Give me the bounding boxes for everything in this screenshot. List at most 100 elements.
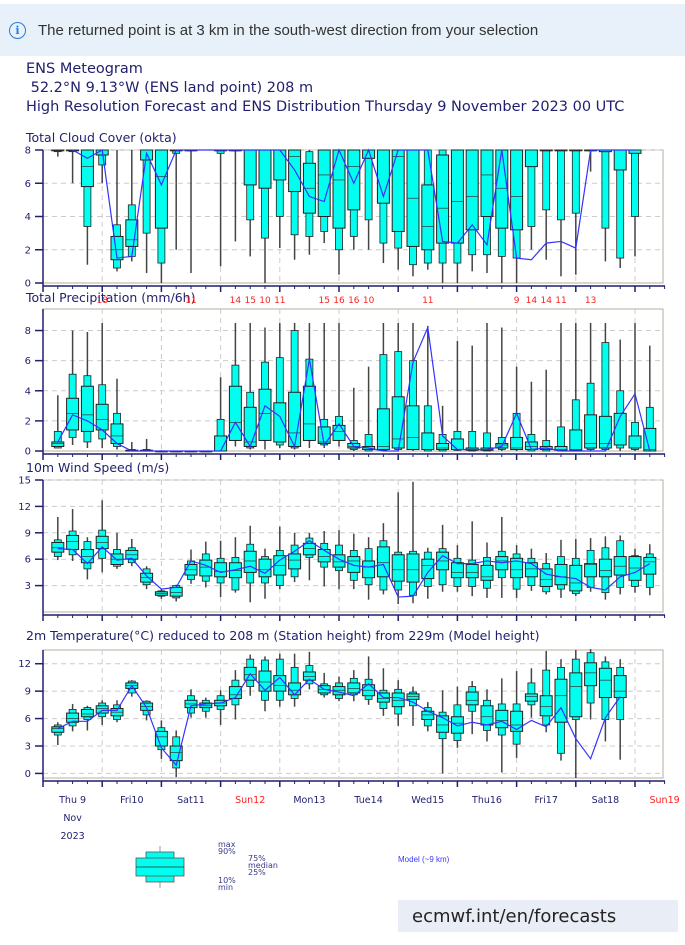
max-annotation: 15 [244,296,255,306]
box-p25-p75 [613,675,627,699]
ens-box [391,149,405,270]
ens-box [539,149,553,260]
y-tick-label: 6 [25,179,31,190]
ens-box [436,405,450,452]
max-annotation: 11 [185,296,196,306]
ens-box [140,566,154,590]
meteogram-chart: Total Cloud Cover (okta) 0 2 4 6 8 Total Preci… [18,130,679,842]
ens-box [510,366,524,451]
y-tick-label: 8 [25,326,31,337]
max-annotation: 14 [540,296,552,306]
box-p25-p75 [510,436,524,450]
ens-box [465,521,479,597]
ens-box [524,548,538,591]
ens-box [302,651,316,690]
box-p25-p75 [258,558,272,578]
box-p25-p75 [391,692,405,708]
box-p25-p75 [480,564,494,581]
box-p25-p75 [347,682,361,694]
max-annotation: 9 [514,296,520,306]
box-p25-p75 [598,558,612,578]
ens-box [450,686,464,748]
y-tick-label: 8 [25,146,31,157]
ens-box [125,680,139,697]
ens-box [214,540,228,598]
box-p25-p75 [228,385,242,441]
box-p25-p75 [569,429,583,451]
panel-title: 10m Wind Speed (m/s) [26,460,169,475]
ens-box [140,149,154,274]
ens-box [66,703,80,732]
ens-box [214,149,228,267]
meteogram-subtitle: High Resolution Forecast and ENS Distrib… [26,99,625,115]
box-p25-p75 [258,388,272,441]
ecmwf-forecasts-link[interactable]: ecmwf.int/en/forecasts [398,900,678,932]
box-p25-p75 [539,568,553,587]
ens-box [450,149,464,283]
box-p25-p75 [169,745,183,762]
box-p25-p75 [569,672,583,718]
ens-box [554,149,568,277]
box-p10-p90 [364,149,373,221]
box-p25-p75 [391,554,405,582]
box-p25-p75 [302,671,316,681]
box-p25-p75 [376,408,390,450]
ens-box [362,537,376,600]
ens-box [406,149,420,277]
box-p25-p75 [613,149,627,171]
ens-box [317,149,331,244]
box-p25-p75 [51,541,65,553]
box-p10-p90 [601,149,610,229]
ens-box [539,369,553,452]
box-p25-p75 [332,149,346,229]
y-tick-label: 9 [25,687,31,698]
box-p25-p75 [110,423,124,444]
legend-model-label: Model (~9 km) [398,855,450,864]
ens-box [391,323,405,451]
ens-box [584,323,598,451]
ens-box [199,697,213,718]
ens-box [214,690,228,725]
ens-box [421,702,435,732]
box-p25-p75 [436,154,450,244]
ens-box [169,730,183,778]
ens-box [495,149,509,283]
ens-box [613,149,627,269]
legend-p25-label: 25% [248,868,266,877]
ens-box [273,653,287,707]
ens-box [598,536,612,600]
ens-box [243,525,257,603]
ens-box [95,700,109,725]
ens-box [613,535,627,595]
y-tick-label: 6 [25,356,31,367]
ens-box [465,149,479,272]
y-tick-label: 4 [25,386,31,397]
day-label: Fri10 [120,795,143,806]
max-annotation: 13 [585,296,596,306]
ens-box [51,516,65,561]
box-p25-p75 [273,149,287,181]
ens-box [480,149,494,274]
box-p25-p75 [154,149,168,229]
box-p10-p90 [557,149,565,221]
box-p25-p75 [465,563,479,579]
ens-box [51,149,65,157]
ens-box [288,323,302,450]
box-p25-p75 [598,415,612,449]
box-p25-p75 [465,149,479,231]
plot-frame [42,479,664,613]
panel-title: 2m Temperature(°C) reduced to 208 m (Sta… [26,628,540,643]
day-label: Wed15 [411,795,444,806]
ens-box [169,149,183,250]
y-tick-label: 15 [18,476,31,487]
ens-box [598,656,612,742]
ens-box [524,381,538,452]
y-tick-label: 0 [25,447,31,458]
box-p25-p75 [465,691,479,706]
box-p10-p90 [290,330,299,449]
y-tick-label: 4 [25,212,31,223]
ens-box [95,323,109,448]
ens-box [154,149,168,283]
box-p25-p75 [95,705,109,714]
ens-box [376,323,390,451]
